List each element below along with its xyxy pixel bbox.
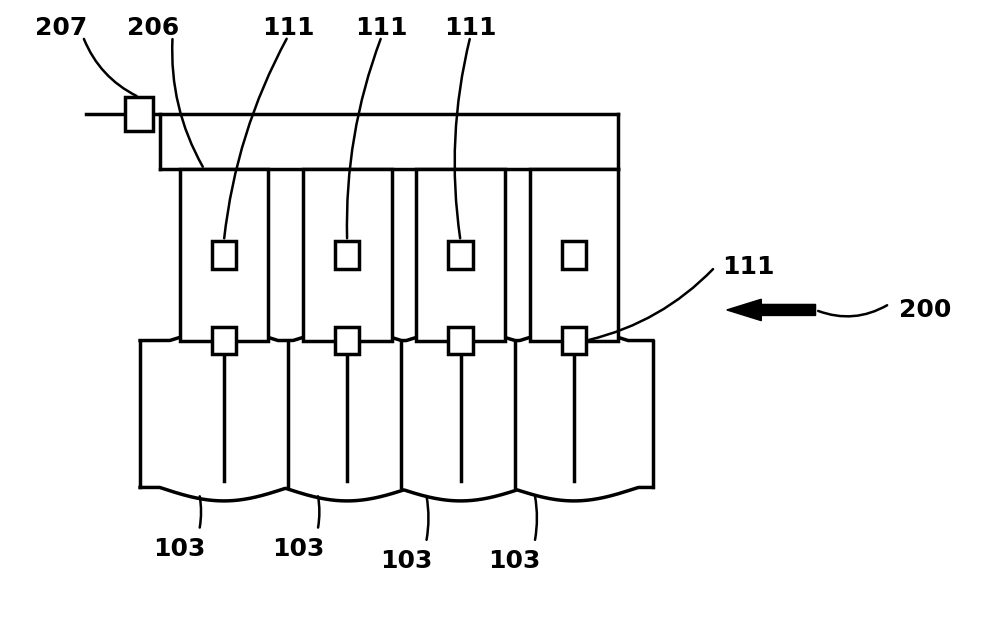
Bar	[562, 327, 586, 354]
FancyArrow shape	[727, 299, 816, 321]
Bar	[212, 241, 236, 269]
Text: 200: 200	[899, 298, 952, 322]
Text: 111: 111	[355, 16, 408, 40]
Text: 206: 206	[127, 16, 179, 40]
Text: 207: 207	[35, 16, 87, 40]
Text: 103: 103	[272, 536, 324, 561]
Text: 103: 103	[489, 549, 541, 573]
Bar	[448, 327, 473, 354]
Bar	[303, 169, 392, 341]
Text: 111: 111	[722, 255, 774, 279]
Bar	[335, 327, 359, 354]
Text: 111: 111	[444, 16, 497, 40]
Bar	[530, 169, 618, 341]
Text: 103: 103	[153, 536, 206, 561]
Text: 111: 111	[262, 16, 314, 40]
Text: 103: 103	[380, 549, 433, 573]
Bar	[180, 169, 268, 341]
Bar	[416, 169, 505, 341]
Bar	[335, 241, 359, 269]
Bar	[448, 241, 473, 269]
Bar	[212, 327, 236, 354]
Bar	[562, 241, 586, 269]
Bar	[125, 97, 153, 131]
